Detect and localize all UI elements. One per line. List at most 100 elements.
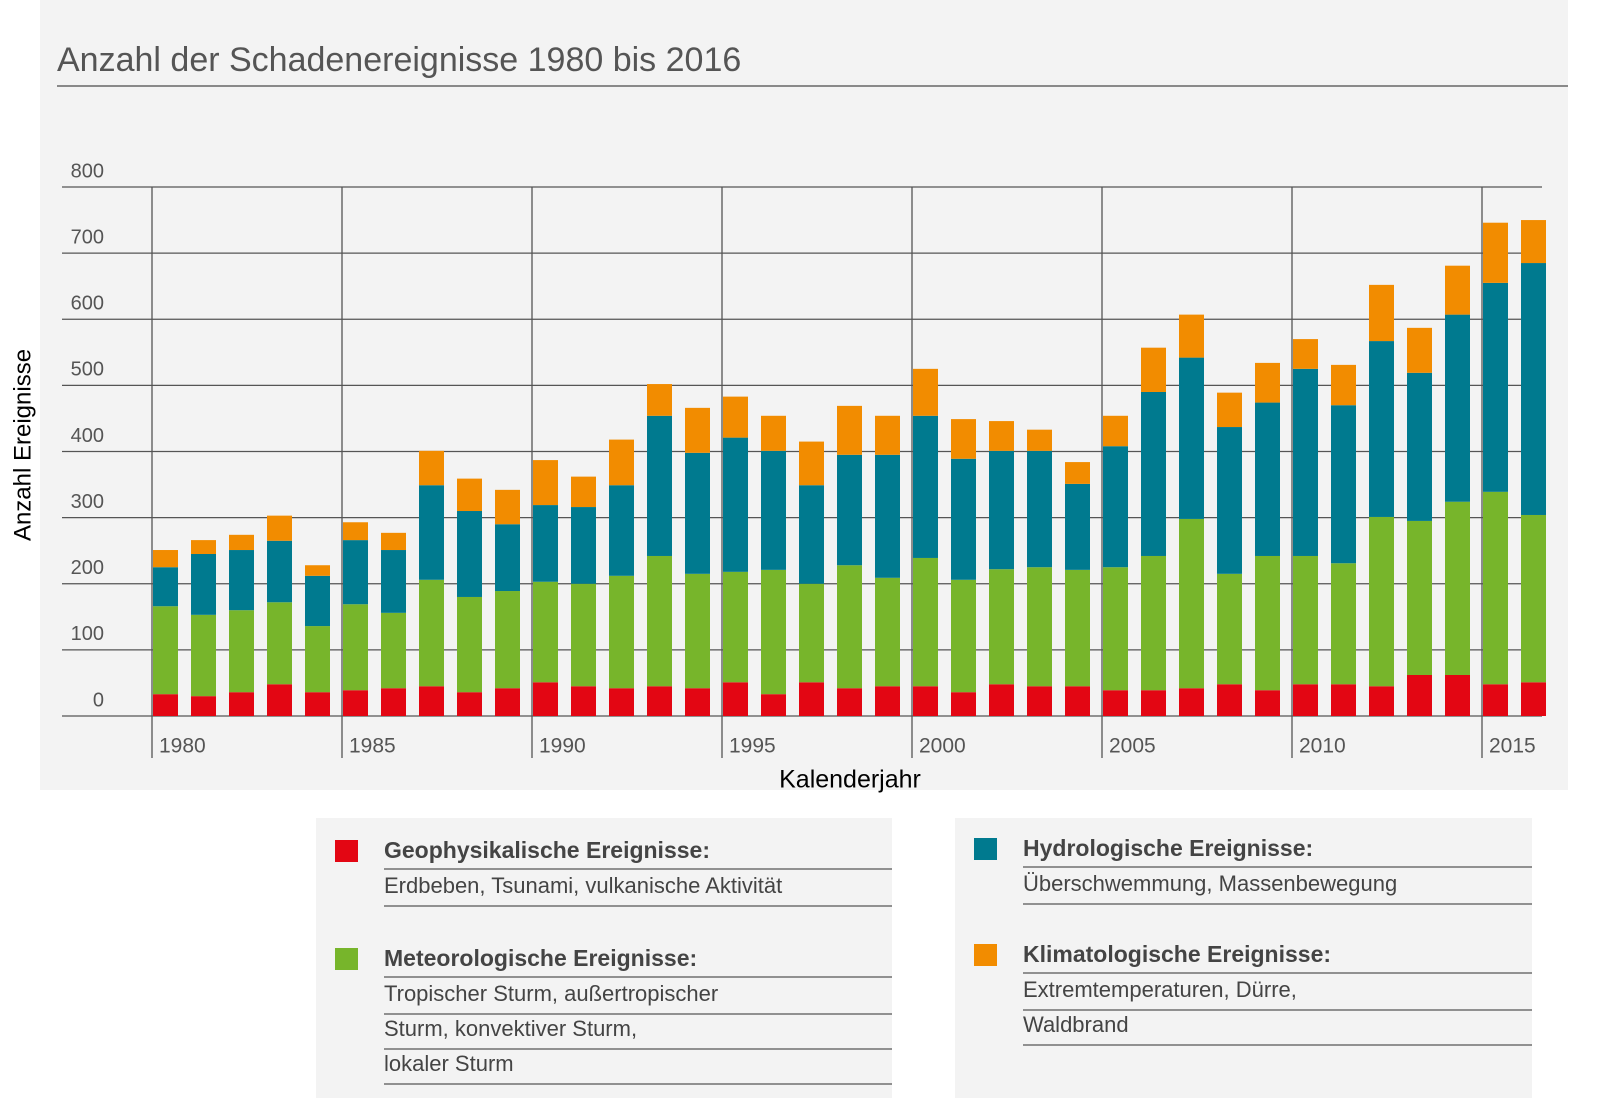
bar-segment (1445, 265, 1470, 315)
bar-segment (153, 567, 178, 607)
bar-segment (913, 686, 938, 716)
bar-segment (419, 450, 444, 486)
x-axis-title: Kalenderjahr (779, 766, 921, 794)
bar-segment (419, 686, 444, 716)
bar-segment (457, 596, 482, 693)
bar-segment (495, 489, 520, 525)
bar-segment (267, 540, 292, 603)
bar-segment (1407, 675, 1432, 716)
bar-segment (1483, 491, 1508, 685)
x-tick-label: 2010 (1299, 735, 1346, 758)
bar-segment (1521, 220, 1546, 264)
bar-segment (647, 415, 672, 556)
bar-segment (191, 540, 216, 554)
bar-segment (457, 692, 482, 716)
bar-segment (305, 575, 330, 627)
bar-segment (1141, 391, 1166, 556)
bar-segment (1521, 514, 1546, 683)
bar-segment (609, 439, 634, 486)
x-tick-label: 1995 (729, 735, 776, 758)
bar-segment (571, 476, 596, 508)
bar-segment (609, 575, 634, 689)
bar-segment (685, 688, 710, 716)
y-tick-label: 700 (71, 226, 104, 248)
bar-segment (229, 610, 254, 693)
bar-segment (1521, 682, 1546, 716)
y-tick-label: 0 (93, 689, 104, 711)
bar-segment (799, 485, 824, 584)
legend-description: Extremtemperaturen, Dürre, (1023, 977, 1297, 1002)
legend-description: Überschwemmung, Massenbewegung (1023, 871, 1397, 896)
bar-segment (1179, 357, 1204, 519)
bar-segment (533, 682, 558, 716)
bar-segment (153, 694, 178, 716)
bar-segment (1293, 368, 1318, 556)
legend-swatch (335, 948, 358, 970)
bar-segment (1331, 364, 1356, 406)
bar-segment (267, 515, 292, 541)
bar-segment (989, 421, 1014, 451)
x-tick-label: 1985 (349, 735, 396, 758)
bar-segment (229, 534, 254, 551)
bar-segment (1445, 675, 1470, 716)
x-tick-label: 2000 (919, 735, 966, 758)
legend-description: Sturm, konvektiver Sturm, (384, 1016, 637, 1041)
bar-segment (1331, 563, 1356, 685)
bar-segment (1179, 688, 1204, 716)
bar-segment (381, 550, 406, 613)
bar-segment (1293, 339, 1318, 369)
bar-segment (1065, 686, 1090, 716)
bar-segment (647, 555, 672, 687)
bar-segment (191, 696, 216, 716)
bar-segment (571, 583, 596, 687)
bar-segment (875, 686, 900, 716)
bar-segment (723, 682, 748, 716)
bar-segment (799, 583, 824, 683)
bar-segment (153, 606, 178, 695)
legend-label: Klimatologische Ereignisse: (1023, 941, 1331, 967)
bar-segment (1103, 415, 1128, 447)
bar-segment (1369, 516, 1394, 687)
bar-segment (951, 458, 976, 580)
x-tick-label: 2005 (1109, 735, 1156, 758)
bar-segment (685, 452, 710, 574)
bar-segment (229, 550, 254, 611)
bar-segment (1217, 573, 1242, 685)
bar-segment (913, 557, 938, 687)
bar-segment (1103, 567, 1128, 691)
bar-segment (1255, 555, 1280, 691)
bar-segment (229, 692, 254, 716)
y-tick-label: 600 (71, 293, 104, 315)
bar-segment (1407, 327, 1432, 373)
bar-segment (457, 478, 482, 512)
bar-segment (1103, 690, 1128, 716)
bar-segment (1445, 501, 1470, 676)
bar-segment (495, 524, 520, 592)
bar-segment (1141, 690, 1166, 716)
bar-segment (1065, 569, 1090, 687)
bar-segment (647, 686, 672, 716)
legend-description: Erdbeben, Tsunami, vulkanische Aktivität (384, 873, 782, 898)
bar-segment (153, 550, 178, 568)
bar-segment (1483, 684, 1508, 716)
bar-segment (989, 569, 1014, 685)
x-tick-label: 1990 (539, 735, 586, 758)
bar-segment (381, 532, 406, 551)
bar-segment (685, 573, 710, 689)
bar-segment (761, 415, 786, 451)
bar-segment (799, 682, 824, 716)
y-tick-label: 800 (71, 160, 104, 182)
bar-segment (951, 579, 976, 693)
bar-segment (1255, 402, 1280, 556)
bar-segment (1065, 483, 1090, 570)
bar-segment (609, 688, 634, 716)
bar-segment (1179, 314, 1204, 358)
legend-swatch (974, 944, 997, 966)
bar-segment (647, 384, 672, 416)
bar-segment (989, 450, 1014, 570)
bar-segment (723, 396, 748, 438)
bar-segment (837, 565, 862, 689)
bar-segment (1407, 372, 1432, 521)
